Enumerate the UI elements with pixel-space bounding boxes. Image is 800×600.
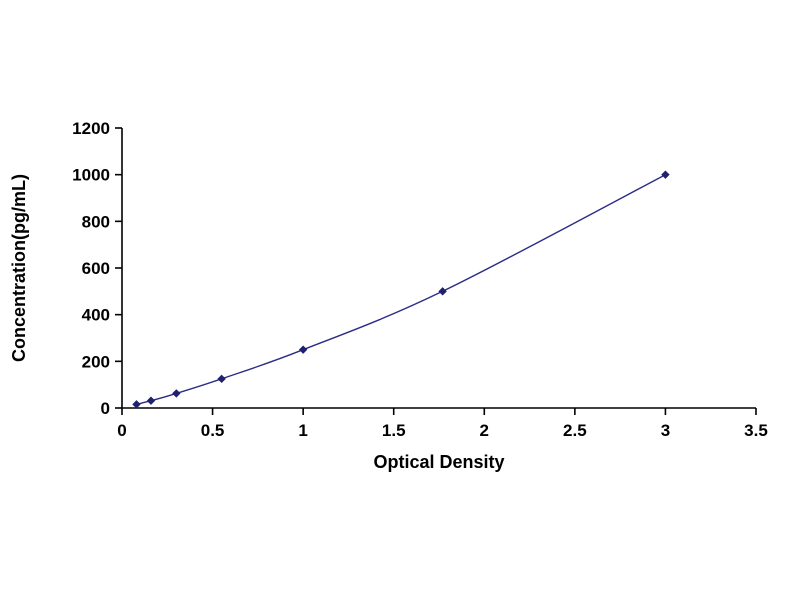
data-point-marker [146, 396, 156, 405]
y-tick-label: 0 [101, 399, 110, 418]
x-tick-label: 3 [661, 421, 670, 440]
y-tick-label: 600 [82, 259, 110, 278]
x-tick-label: 0.5 [201, 421, 225, 440]
data-point-marker [172, 389, 181, 398]
plot-content: 0 0.5 1 1.5 2 2.5 3 3.5 0 200 400 600 800 1000 1200 [72, 119, 768, 440]
x-tick-label: 1 [298, 421, 307, 440]
data-point-marker [661, 170, 670, 179]
x-tick-label: 2.5 [563, 421, 587, 440]
x-axis-label: Optical Density [373, 452, 504, 472]
data-point-marker [217, 374, 226, 384]
y-tick-label: 400 [82, 306, 110, 325]
data-point-marker [298, 345, 308, 354]
curve-line [136, 174, 666, 406]
y-tick-label: 1000 [72, 166, 110, 185]
y-tick-label: 1200 [72, 119, 110, 138]
x-tick-label: 2 [480, 421, 489, 440]
data-point-marker [132, 400, 141, 409]
data-point-marker [438, 287, 447, 296]
x-tick-label: 1.5 [382, 421, 406, 440]
y-tick-label: 200 [82, 352, 110, 371]
y-tick-label: 800 [82, 212, 110, 231]
x-tick-label: 3.5 [744, 421, 768, 440]
x-tick-label: 0 [117, 421, 126, 440]
y-axis-label: Concentration(pg/mL) [9, 174, 29, 362]
